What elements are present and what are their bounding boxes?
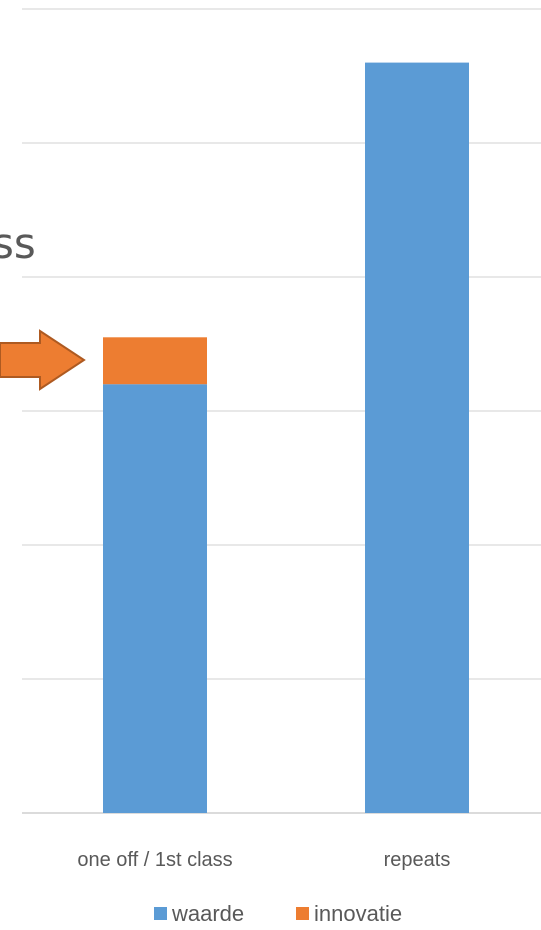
x-tick-label-repeats: repeats (384, 849, 451, 871)
right-arrow-icon (0, 329, 86, 391)
legend-swatch-innovatie (296, 907, 309, 920)
x-tick-label-one-off: one off / 1st class (77, 849, 232, 871)
bars (103, 62, 469, 814)
bar-waarde-repeats (365, 62, 469, 814)
legend-label-waarde: waarde (171, 901, 244, 926)
bar-waarde-one-off (103, 384, 207, 813)
legend-label-innovatie: innovatie (314, 901, 402, 926)
bar-innovatie-one-off (103, 337, 207, 385)
legend-swatch-waarde (154, 907, 167, 920)
arrow-annotation (0, 329, 86, 391)
legend: waarde innovatie (154, 901, 402, 926)
cropped-title-text: ss (0, 219, 36, 268)
